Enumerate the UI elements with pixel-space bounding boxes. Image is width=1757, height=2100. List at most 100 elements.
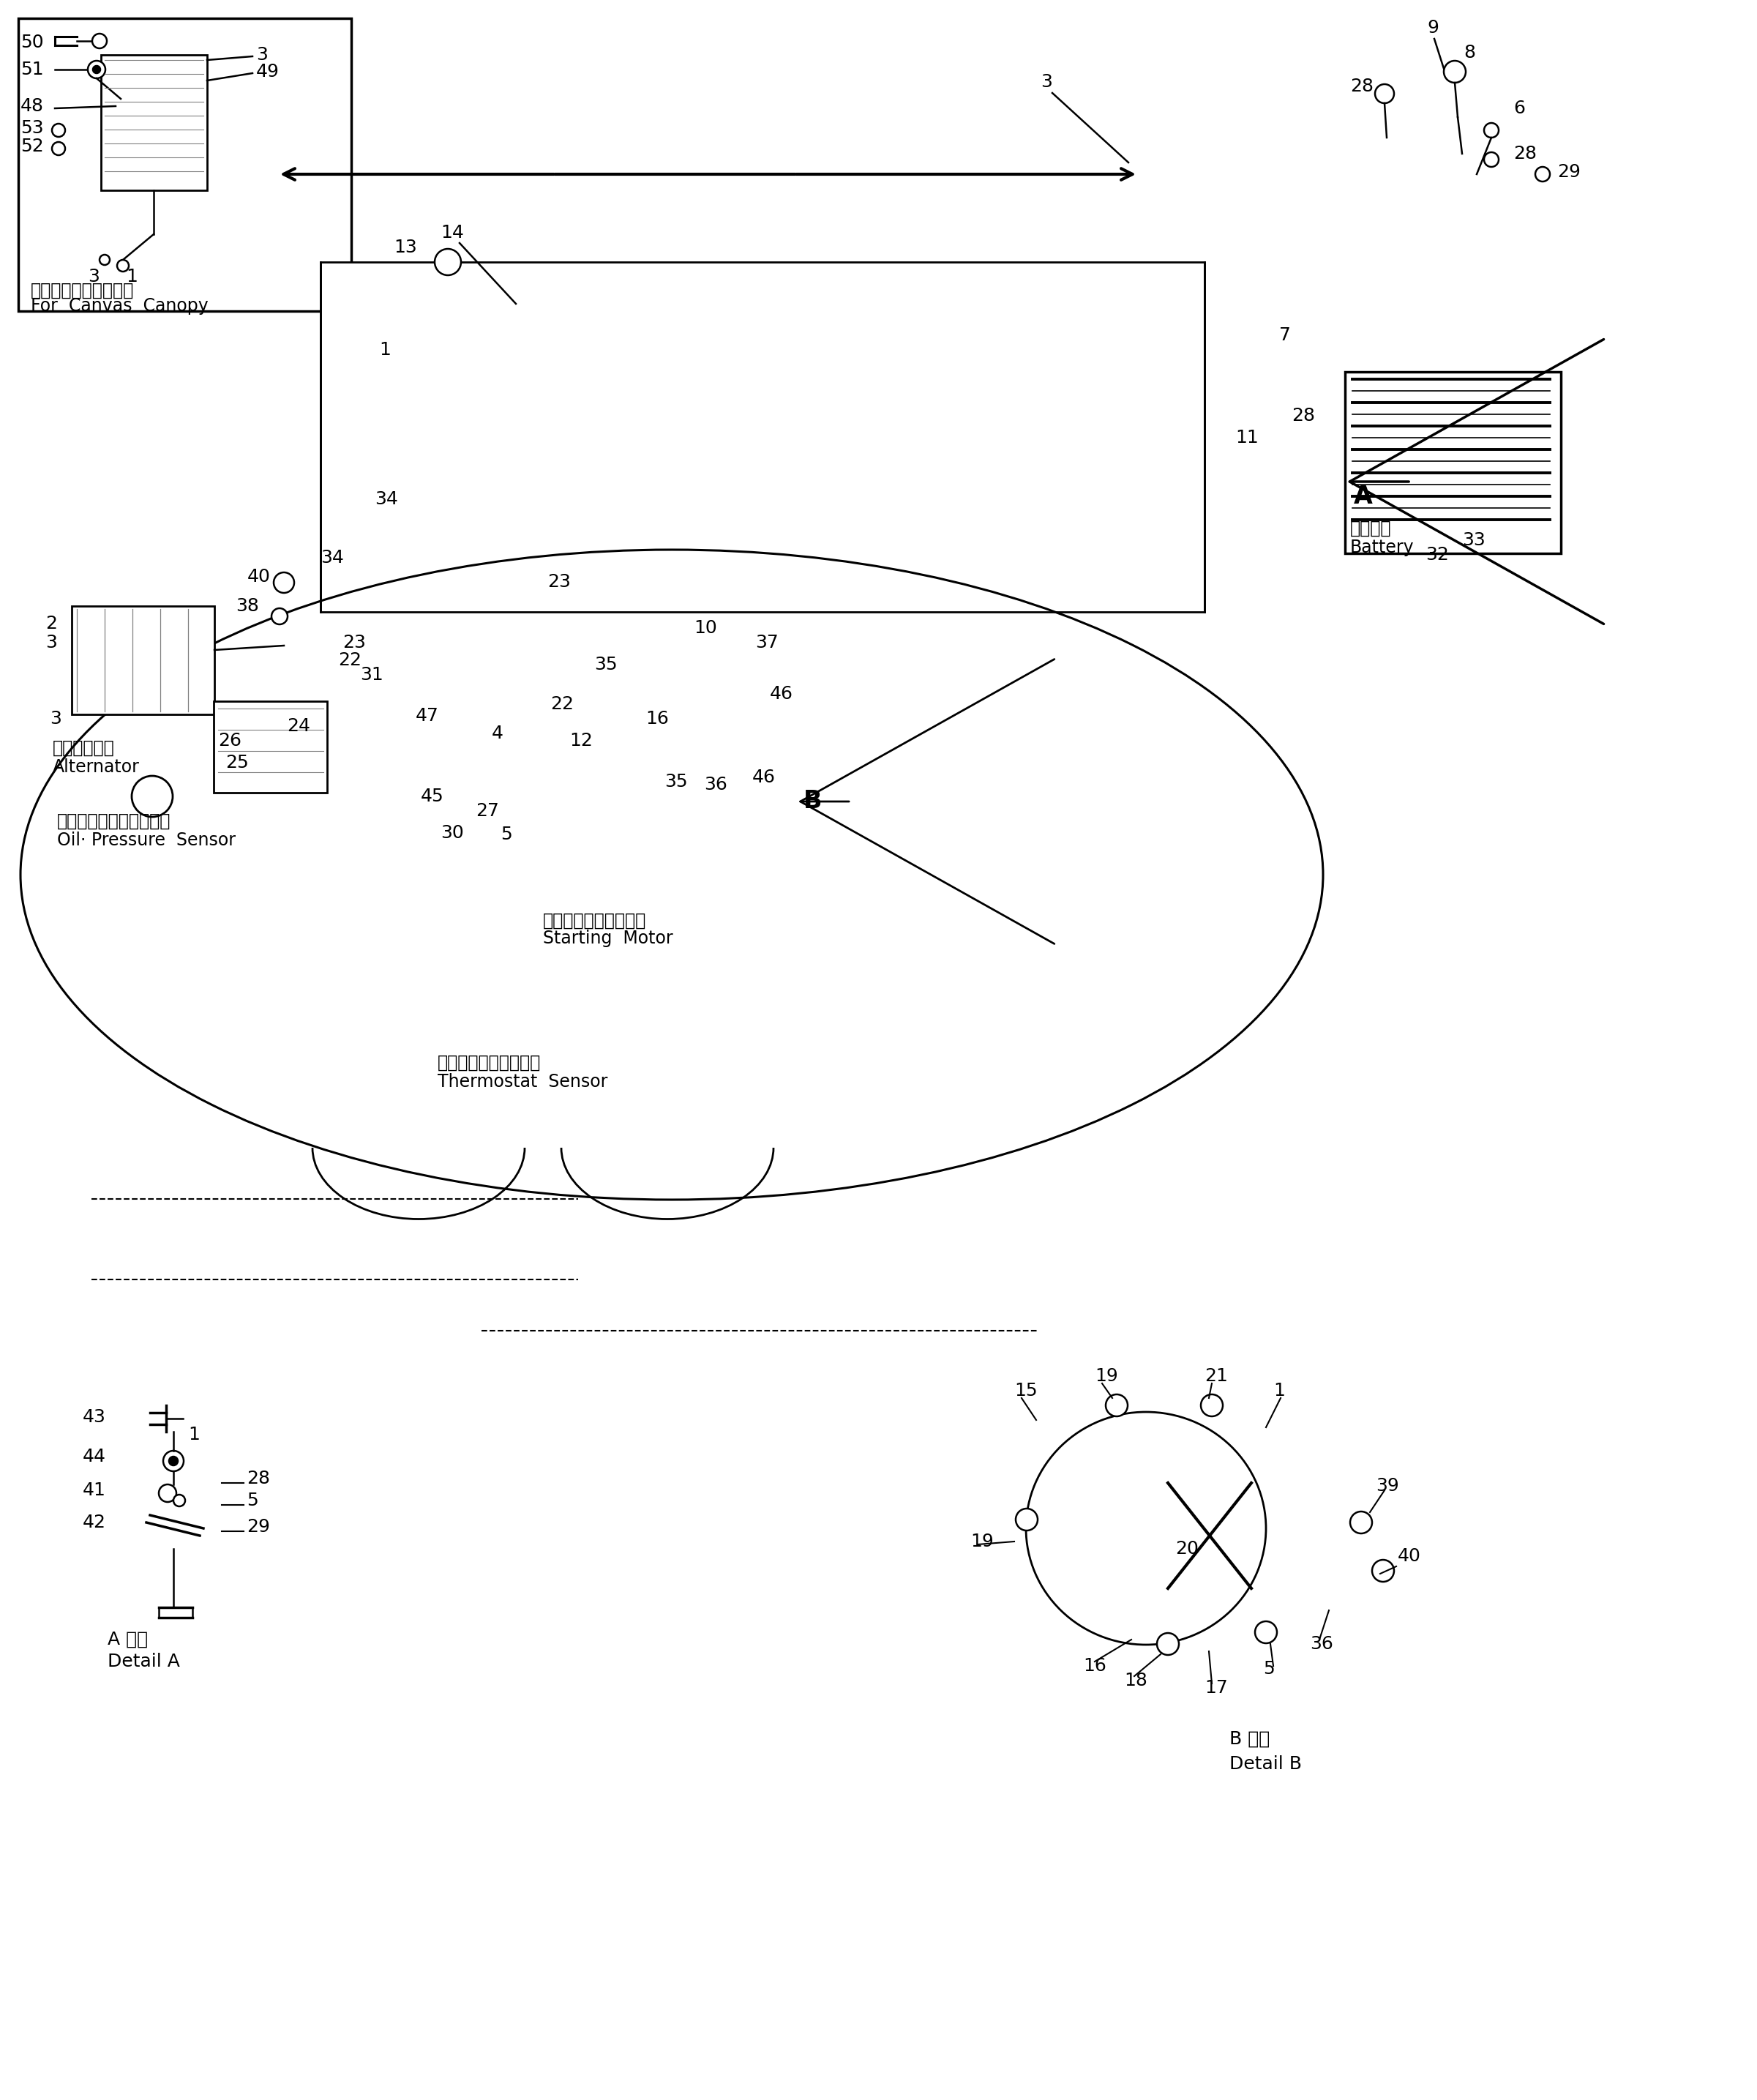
Circle shape — [1156, 1634, 1179, 1655]
Text: 45: 45 — [420, 788, 445, 804]
Text: 46: 46 — [752, 769, 775, 785]
Text: 4: 4 — [492, 724, 504, 741]
Text: 35: 35 — [664, 773, 687, 790]
Text: 28: 28 — [1291, 407, 1314, 424]
Text: 1: 1 — [188, 1426, 200, 1443]
Bar — [72, 607, 214, 714]
Text: バッテリ: バッテリ — [1349, 519, 1392, 538]
Text: 46: 46 — [770, 685, 792, 704]
Text: Starting  Motor: Starting Motor — [543, 930, 673, 947]
Text: 3: 3 — [257, 46, 267, 63]
Text: 48: 48 — [21, 97, 44, 116]
Text: 27: 27 — [476, 802, 499, 819]
Text: 37: 37 — [756, 634, 778, 651]
Circle shape — [132, 775, 172, 817]
Circle shape — [1372, 1560, 1393, 1581]
Text: 29: 29 — [246, 1518, 271, 1535]
Text: 36: 36 — [705, 775, 727, 794]
Text: 25: 25 — [225, 754, 249, 771]
Text: Thermostat  Sensor: Thermostat Sensor — [437, 1073, 608, 1090]
Text: 3: 3 — [1040, 74, 1052, 90]
Text: A: A — [1355, 485, 1372, 508]
Text: 28: 28 — [1513, 145, 1537, 162]
Bar — [100, 55, 207, 191]
Text: 23: 23 — [343, 634, 365, 651]
Text: 40: 40 — [248, 567, 271, 586]
Text: 28: 28 — [1349, 78, 1374, 94]
Text: 34: 34 — [320, 548, 344, 567]
Text: B 詳細: B 詳細 — [1230, 1730, 1270, 1747]
Text: 23: 23 — [548, 573, 571, 590]
Text: Oil· Pressure  Sensor: Oil· Pressure Sensor — [56, 832, 235, 848]
Circle shape — [1105, 1394, 1128, 1415]
Text: 5: 5 — [501, 825, 511, 844]
Text: Detail B: Detail B — [1230, 1756, 1302, 1772]
Text: 51: 51 — [21, 61, 44, 78]
Circle shape — [1349, 1512, 1372, 1533]
Text: 17: 17 — [1205, 1680, 1228, 1697]
Text: Battery: Battery — [1349, 540, 1414, 556]
Text: 1: 1 — [1274, 1382, 1284, 1399]
Text: For  Canvas  Canopy: For Canvas Canopy — [30, 298, 209, 315]
Text: 5: 5 — [246, 1491, 258, 1510]
Text: 21: 21 — [1205, 1367, 1228, 1384]
Text: 16: 16 — [645, 710, 669, 727]
Circle shape — [272, 609, 288, 624]
Text: 11: 11 — [1235, 428, 1258, 447]
Text: 38: 38 — [235, 596, 258, 615]
Text: 44: 44 — [83, 1447, 105, 1466]
Text: 3: 3 — [49, 710, 61, 727]
Text: 7: 7 — [1279, 326, 1291, 344]
Circle shape — [53, 143, 65, 155]
Bar — [1346, 372, 1560, 554]
Text: 36: 36 — [1311, 1636, 1334, 1653]
Text: 34: 34 — [374, 491, 399, 508]
Text: 15: 15 — [1014, 1382, 1037, 1399]
Text: 28: 28 — [246, 1470, 271, 1487]
Text: 10: 10 — [694, 620, 717, 636]
Text: 13: 13 — [394, 239, 416, 256]
Text: 52: 52 — [21, 139, 44, 155]
Text: 47: 47 — [416, 708, 439, 724]
Text: Detail A: Detail A — [107, 1653, 179, 1670]
Text: 50: 50 — [21, 34, 44, 50]
Circle shape — [1254, 1621, 1277, 1644]
Text: 14: 14 — [441, 225, 464, 242]
Text: 3: 3 — [46, 634, 56, 651]
Text: 20: 20 — [1175, 1539, 1198, 1558]
Circle shape — [1485, 151, 1499, 166]
Text: 22: 22 — [550, 695, 575, 712]
Text: 3: 3 — [88, 269, 100, 286]
Bar — [320, 262, 1205, 611]
Circle shape — [169, 1457, 177, 1466]
Text: 1: 1 — [127, 269, 137, 286]
Text: 39: 39 — [1376, 1476, 1399, 1495]
Text: 19: 19 — [1095, 1367, 1117, 1384]
Text: 43: 43 — [83, 1409, 105, 1426]
Text: 31: 31 — [360, 666, 383, 685]
Text: 30: 30 — [441, 823, 464, 842]
Text: 1: 1 — [380, 340, 390, 359]
Text: 16: 16 — [1082, 1657, 1107, 1674]
Text: B: B — [803, 790, 822, 813]
Bar — [18, 19, 351, 311]
Circle shape — [91, 34, 107, 48]
Text: 24: 24 — [286, 718, 311, 735]
Text: オルタネータ: オルタネータ — [53, 739, 114, 756]
Text: 32: 32 — [1425, 546, 1450, 563]
Text: 42: 42 — [83, 1514, 105, 1531]
Text: 49: 49 — [257, 63, 279, 80]
Circle shape — [88, 61, 105, 78]
Circle shape — [1536, 166, 1550, 181]
Circle shape — [274, 573, 293, 592]
Circle shape — [163, 1451, 184, 1472]
Circle shape — [100, 254, 109, 265]
Text: 22: 22 — [337, 651, 362, 670]
Text: 40: 40 — [1399, 1548, 1421, 1565]
Text: A 詳細: A 詳細 — [107, 1632, 148, 1649]
Circle shape — [1444, 61, 1465, 82]
Text: 2: 2 — [46, 615, 56, 632]
Text: 29: 29 — [1557, 164, 1581, 181]
Text: 5: 5 — [1263, 1661, 1274, 1678]
Text: キャンバスキャノピ用: キャンバスキャノピ用 — [30, 281, 134, 300]
